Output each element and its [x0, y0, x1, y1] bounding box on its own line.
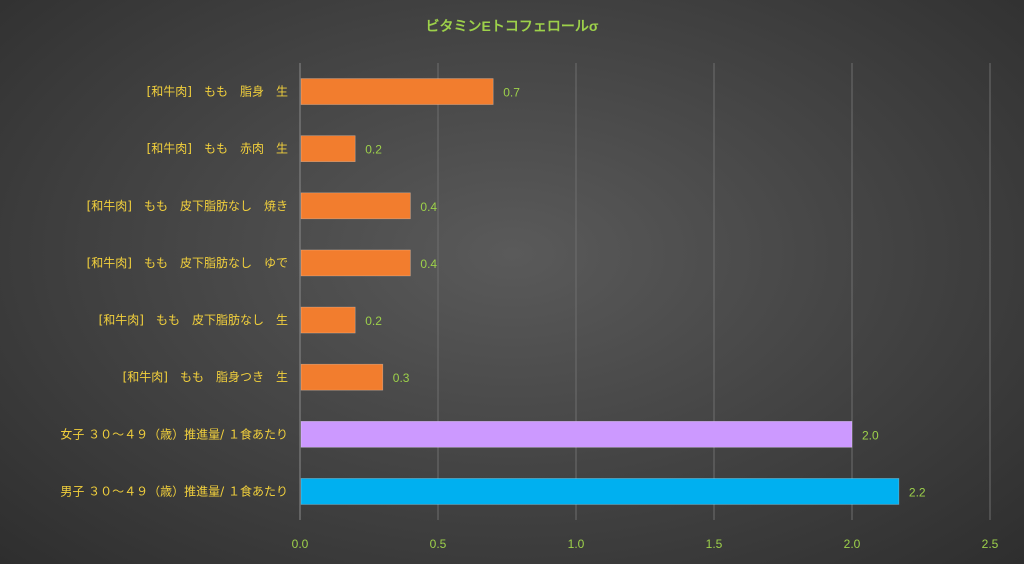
category-label: [和牛肉] もも 皮下脂肪なし 生	[99, 312, 288, 327]
value-label: 0.2	[365, 314, 382, 328]
bar	[300, 421, 853, 448]
bar	[300, 135, 356, 162]
labels: 0.0 0.5 1.0 1.5 2.0 2.5 [和牛肉] もも 脂身 生 0.7 [和牛肉] …	[60, 84, 998, 551]
bar	[300, 363, 384, 391]
bar	[300, 478, 900, 505]
chart-title: ビタミンEトコフェロールσ	[426, 18, 599, 34]
bar	[300, 306, 356, 334]
x-tick-label: 2.5	[982, 537, 999, 551]
x-tick-label: 2.0	[844, 537, 861, 551]
value-label: 2.0	[862, 428, 879, 442]
bars	[300, 78, 900, 505]
category-label: 女子 ３０～４９（歳）推進量/ １食あたり	[60, 426, 288, 441]
value-label: 0.4	[420, 257, 437, 271]
value-label: 2.2	[909, 485, 926, 499]
gridlines	[299, 63, 991, 520]
category-label: [和牛肉] もも 皮下脂肪なし ゆで	[87, 255, 288, 270]
bar	[300, 78, 494, 105]
category-label: [和牛肉] もも 脂身 生	[147, 84, 288, 99]
value-label: 0.2	[365, 143, 382, 157]
x-tick-label: 1.5	[706, 537, 723, 551]
value-label: 0.3	[393, 371, 410, 385]
category-label: [和牛肉] もも 赤肉 生	[147, 141, 288, 156]
x-tick-label: 1.0	[568, 537, 585, 551]
bar	[300, 192, 411, 220]
category-label: [和牛肉] もも 皮下脂肪なし 焼き	[87, 198, 288, 213]
value-label: 0.4	[420, 200, 437, 214]
bar	[300, 249, 411, 277]
category-label: [和牛肉] もも 脂身つき 生	[123, 369, 288, 384]
category-label: 男子 ３０～４９（歳）推進量/ １食あたり	[60, 483, 288, 498]
value-label: 0.7	[503, 86, 520, 100]
x-tick-label: 0.5	[430, 537, 447, 551]
x-tick-label: 0.0	[292, 537, 309, 551]
